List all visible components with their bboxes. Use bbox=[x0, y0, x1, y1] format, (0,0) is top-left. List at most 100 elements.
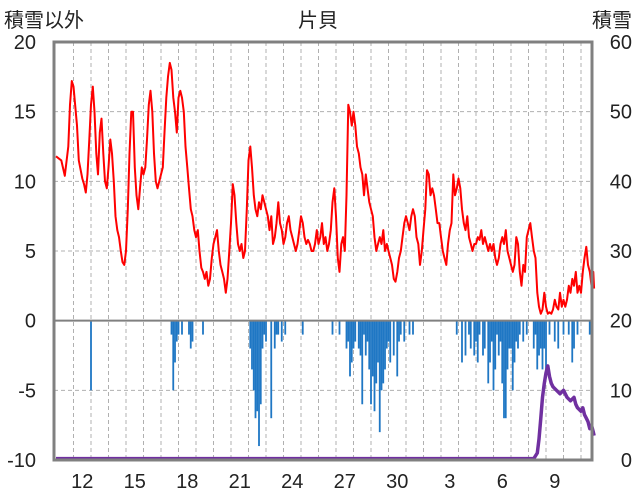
precip-bar-106 bbox=[567, 320, 570, 335]
precip-bar-75 bbox=[490, 320, 493, 342]
grid-lines bbox=[54, 42, 592, 460]
precip-bar-109 bbox=[576, 320, 579, 335]
precip-bar-19 bbox=[263, 320, 266, 335]
precip-bar-18 bbox=[261, 320, 264, 349]
precip-bar-102 bbox=[548, 320, 551, 335]
precip-bar-12 bbox=[251, 320, 253, 370]
left-tick-label-2: 10 bbox=[14, 171, 36, 193]
precip-bar-33 bbox=[350, 320, 353, 363]
precip-bar-70 bbox=[478, 320, 481, 335]
precip-bar-105 bbox=[562, 320, 565, 335]
x-tick-label-9: 9 bbox=[549, 471, 560, 493]
precip-bar-5 bbox=[177, 320, 180, 335]
precip-bar-85 bbox=[508, 320, 511, 349]
precip-bar-1 bbox=[170, 320, 173, 335]
precip-bar-82 bbox=[503, 320, 505, 419]
precip-bar-79 bbox=[497, 320, 500, 356]
precip-bar-40 bbox=[364, 320, 367, 356]
precip-bar-93 bbox=[525, 320, 528, 335]
x-tick-label-3: 21 bbox=[229, 471, 251, 493]
left-tick-label-0: 20 bbox=[14, 32, 36, 54]
precip-bar-24 bbox=[277, 320, 280, 335]
precip-bar-53 bbox=[387, 320, 390, 342]
precip-bar-14 bbox=[254, 320, 257, 419]
precip-bar-63 bbox=[461, 320, 463, 363]
precip-bar-68 bbox=[475, 320, 477, 342]
precip-bar-59 bbox=[403, 320, 406, 342]
precip-bar-91 bbox=[518, 320, 521, 335]
right-tick-label-1: 50 bbox=[610, 102, 632, 124]
left-axis-ticks: 20 15 10 5 0 -5 -10 bbox=[7, 32, 36, 472]
left-tick-label-1: 15 bbox=[14, 102, 36, 124]
precip-bar-35 bbox=[354, 320, 357, 342]
precip-bar-103 bbox=[553, 320, 556, 342]
precip-bar-43 bbox=[370, 320, 372, 405]
right-tick-label-3: 30 bbox=[610, 241, 632, 263]
precip-bar-23 bbox=[275, 320, 278, 335]
precip-bar-89 bbox=[515, 320, 518, 342]
precip-bar-108 bbox=[573, 320, 575, 349]
precip-bar-9 bbox=[191, 320, 194, 342]
precip-bar-58 bbox=[399, 320, 402, 335]
precip-bar-80 bbox=[499, 320, 502, 342]
precip-bar-49 bbox=[380, 320, 383, 391]
precip-bar-99 bbox=[541, 320, 544, 370]
precip-bar-56 bbox=[396, 320, 399, 377]
precip-bar-30 bbox=[345, 320, 348, 349]
precip-bar-20 bbox=[265, 320, 267, 342]
precip-bar-71 bbox=[482, 320, 484, 356]
precip-bar-95 bbox=[534, 320, 537, 335]
precip-bar-66 bbox=[469, 320, 472, 349]
right-tick-label-6: 0 bbox=[621, 450, 632, 472]
precip-bar-16 bbox=[258, 320, 260, 447]
precip-bar-17 bbox=[259, 320, 262, 405]
precip-bar-2 bbox=[172, 320, 175, 391]
right-axis-ticks: 60 50 40 30 20 10 0 bbox=[610, 32, 632, 472]
precip-bar-8 bbox=[189, 320, 192, 349]
precip-bar-38 bbox=[361, 320, 364, 405]
precipitation-bars bbox=[90, 320, 593, 447]
precip-bar-88 bbox=[513, 320, 516, 363]
right-axis-label: 積雪 bbox=[592, 8, 632, 32]
right-tick-label-2: 40 bbox=[610, 171, 632, 193]
chart-title: 片貝 bbox=[298, 8, 338, 32]
precip-bar-107 bbox=[571, 320, 574, 363]
precip-bar-81 bbox=[501, 320, 504, 384]
precip-bar-67 bbox=[473, 320, 476, 356]
precip-bar-98 bbox=[539, 320, 542, 349]
precip-bar-50 bbox=[382, 320, 385, 384]
precip-bar-87 bbox=[511, 320, 514, 391]
precip-bar-48 bbox=[378, 320, 381, 433]
precip-bar-60 bbox=[408, 320, 411, 335]
precip-bar-61 bbox=[412, 320, 414, 335]
precip-bar-90 bbox=[517, 320, 519, 349]
precip-bar-39 bbox=[363, 320, 365, 335]
left-axis-label: 積雪以外 bbox=[4, 8, 84, 32]
precip-bar-86 bbox=[510, 320, 512, 349]
precip-bar-94 bbox=[532, 320, 535, 349]
precip-bar-34 bbox=[352, 320, 355, 349]
precip-bar-4 bbox=[175, 320, 178, 342]
left-tick-label-4: 0 bbox=[25, 311, 36, 333]
right-tick-label-0: 60 bbox=[610, 32, 632, 54]
precip-bar-22 bbox=[273, 320, 276, 349]
precip-bar-52 bbox=[385, 320, 388, 349]
precip-bar-92 bbox=[522, 320, 525, 342]
precip-bar-74 bbox=[489, 320, 491, 363]
left-tick-label-6: -10 bbox=[7, 450, 36, 472]
precip-bar-11 bbox=[249, 320, 252, 349]
x-tick-label-2: 18 bbox=[176, 471, 198, 493]
precip-bar-101 bbox=[545, 320, 547, 377]
precip-bar-55 bbox=[392, 320, 395, 356]
precip-bar-32 bbox=[349, 320, 351, 377]
precip-bar-57 bbox=[398, 320, 400, 342]
precip-bar-96 bbox=[536, 320, 539, 370]
x-tick-label-8: 6 bbox=[497, 471, 508, 493]
precip-bar-37 bbox=[359, 320, 362, 356]
precip-bar-62 bbox=[455, 320, 458, 335]
precip-bar-78 bbox=[496, 320, 498, 335]
precip-bar-97 bbox=[538, 320, 540, 356]
x-tick-label-0: 12 bbox=[71, 471, 93, 493]
precip-bar-10 bbox=[202, 320, 204, 335]
precip-bar-110 bbox=[588, 320, 591, 335]
